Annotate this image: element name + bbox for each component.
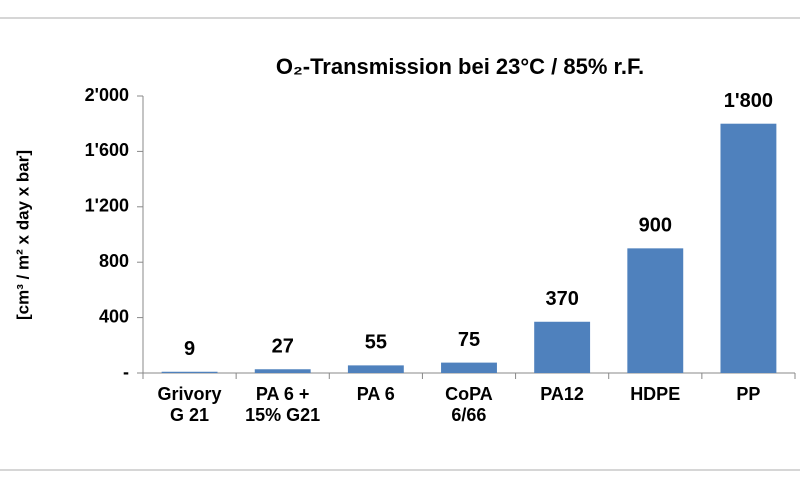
y-axis-label: [cm³ / m² x day x bar] [13,150,32,320]
bar [627,248,684,373]
y-tick-label: - [123,362,129,382]
bar [720,123,777,373]
x-tick-label: Grivory G 21 [157,384,222,425]
value-label: 9 [184,338,195,360]
x-tick-label: PA 6 + 15% G21 [245,384,321,425]
value-label: 75 [458,329,480,351]
value-label: 900 [639,215,672,237]
x-tick-label: PA 6 [356,384,395,404]
bar [534,321,591,373]
y-tick-label: 400 [99,306,129,326]
y-tick-label: 1'600 [85,140,129,160]
bar [161,371,218,373]
value-label: 370 [545,288,578,310]
y-tick-label: 2'000 [85,85,129,105]
x-tick-label: HDPE [630,384,681,404]
bar [347,365,404,373]
value-label: 27 [272,336,294,358]
bar [441,362,497,373]
bar [254,369,311,373]
x-tick-label: CoPA 6/66 [445,384,493,425]
x-tick-label: PP [736,384,761,404]
y-tick-label: 800 [99,251,129,271]
y-tick-label: 1'200 [85,196,129,216]
value-label: 55 [365,332,387,354]
x-tick-label: PA12 [540,384,584,404]
chart-title: O₂-Transmission bei 23°C / 85% r.F. [276,54,644,79]
value-label: 1'800 [724,90,773,112]
